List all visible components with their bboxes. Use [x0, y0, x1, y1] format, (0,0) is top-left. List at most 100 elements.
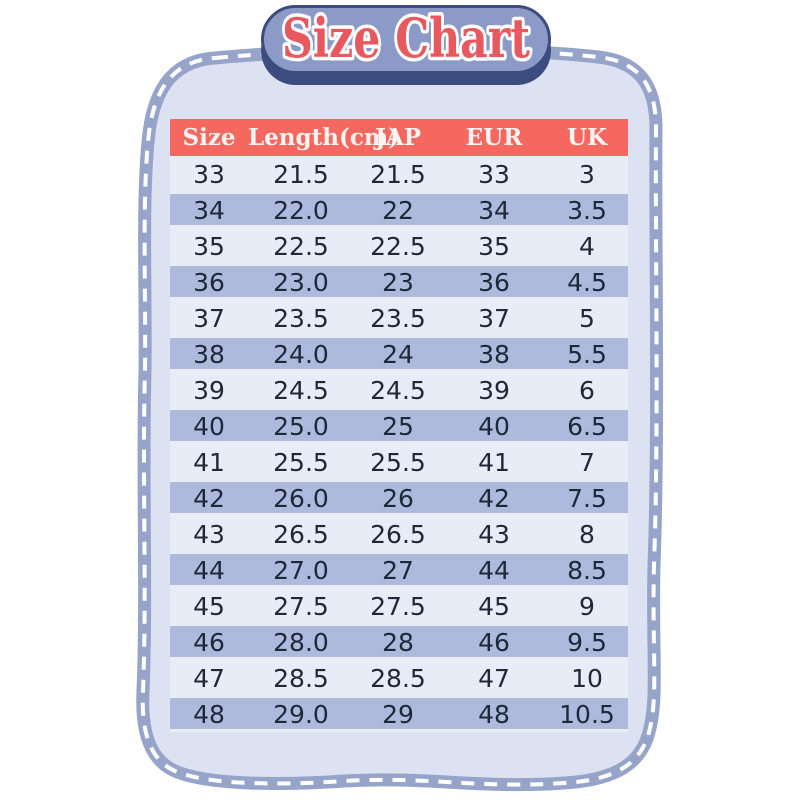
- table-cell: 25.5: [273, 447, 329, 477]
- table-cell: 27.5: [273, 591, 329, 621]
- table-cell: 33: [193, 159, 225, 189]
- table-cell: 38: [193, 339, 225, 369]
- table-header-cell: UK: [566, 124, 608, 151]
- table-cell: 10: [571, 663, 603, 693]
- table-header-cell: Length(cm): [248, 124, 400, 151]
- table-row: 39 24.5 24.5 39 6: [170, 372, 628, 408]
- table-cell: 26.0: [273, 483, 329, 513]
- table-cell: 22.0: [273, 195, 329, 225]
- table-cell: 7.5: [567, 483, 607, 513]
- table-cell: 6: [579, 375, 595, 405]
- table-cell: 5: [579, 303, 595, 333]
- table-cell: 7: [579, 447, 595, 477]
- table-cell: 25.0: [273, 411, 329, 441]
- table-cell: 8: [579, 519, 595, 549]
- table-cell: 35: [193, 231, 225, 261]
- table-cell: 23.5: [273, 303, 329, 333]
- table-header-row: Size Length(cm) JAP EUR UK: [170, 119, 628, 156]
- table-cell: 27.5: [370, 591, 426, 621]
- table-cell: 43: [193, 519, 225, 549]
- table-cell: 28.0: [273, 627, 329, 657]
- table-header-cell: JAP: [374, 124, 422, 151]
- table-cell: 39: [478, 375, 510, 405]
- table-cell: 48: [478, 699, 510, 729]
- table-cell: 6.5: [567, 411, 607, 441]
- table-cell: 24.0: [273, 339, 329, 369]
- table-cell: 8.5: [567, 555, 607, 585]
- table-cell: 24: [382, 339, 414, 369]
- table-cell: 43: [478, 519, 510, 549]
- table-cell: 42: [193, 483, 225, 513]
- table-row: 46 28.0 28 46 9.5: [170, 624, 628, 660]
- table-cell: 28.5: [273, 663, 329, 693]
- table-cell: 40: [478, 411, 510, 441]
- table-header-cell: Size: [182, 124, 236, 151]
- table-row: 40 25.0 25 40 6.5: [170, 408, 628, 444]
- title-banner-art: Size Chart: [279, 9, 534, 71]
- table-cell: 37: [478, 303, 510, 333]
- table-row: 38 24.0 24 38 5.5: [170, 336, 628, 372]
- table-cell: 46: [193, 627, 225, 657]
- table-cell: 47: [478, 663, 510, 693]
- table-cell: 27.0: [273, 555, 329, 585]
- table-cell: 21.5: [370, 159, 426, 189]
- table-row: 34 22.0 22 34 3.5: [170, 192, 628, 228]
- table-row: 47 28.5 28.5 47 10: [170, 660, 628, 696]
- table-row: 36 23.0 23 36 4.5: [170, 264, 628, 300]
- table-cell: 10.5: [559, 699, 615, 729]
- table-cell: 4: [579, 231, 595, 261]
- table-cell: 3: [579, 159, 595, 189]
- table-cell: 44: [193, 555, 225, 585]
- table-cell: 41: [193, 447, 225, 477]
- table-cell: 23: [382, 267, 414, 297]
- table-cell: 3.5: [567, 195, 607, 225]
- table-cell: 45: [193, 591, 225, 621]
- table-cell: 26: [382, 483, 414, 513]
- table-cell: 33: [478, 159, 510, 189]
- table-body: 33 21.5 21.5 33 3 34 22.0 22 34 3.5 35 22.5 22.5 35 4 3…: [170, 156, 628, 732]
- panel-dashed-border: [140, 47, 659, 787]
- table-row: 48 29.0 29 48 10.5: [170, 696, 628, 732]
- table-cell: 29.0: [273, 699, 329, 729]
- table-cell: 25: [382, 411, 414, 441]
- table-cell: 48: [193, 699, 225, 729]
- table-cell: 24.5: [273, 375, 329, 405]
- table-row: 45 27.5 27.5 45 9: [170, 588, 628, 624]
- table-cell: 47: [193, 663, 225, 693]
- page-title: Size Chart: [282, 9, 530, 70]
- table-cell: 34: [193, 195, 225, 225]
- table-cell: 35: [478, 231, 510, 261]
- table-cell: 39: [193, 375, 225, 405]
- table-cell: 45: [478, 591, 510, 621]
- table-cell: 22.5: [370, 231, 426, 261]
- table-row: 41 25.5 25.5 41 7: [170, 444, 628, 480]
- table-cell: 28: [382, 627, 414, 657]
- table-cell: 26.5: [370, 519, 426, 549]
- table-cell: 38: [478, 339, 510, 369]
- table-cell: 28.5: [370, 663, 426, 693]
- table-cell: 26.5: [273, 519, 329, 549]
- table-cell: 22.5: [273, 231, 329, 261]
- table-cell: 42: [478, 483, 510, 513]
- table-cell: 27: [382, 555, 414, 585]
- table-cell: 21.5: [273, 159, 329, 189]
- table-cell: 36: [478, 267, 510, 297]
- table-row: 37 23.5 23.5 37 5: [170, 300, 628, 336]
- table-cell: 40: [193, 411, 225, 441]
- table-cell: 25.5: [370, 447, 426, 477]
- table-cell: 44: [478, 555, 510, 585]
- size-table: Size Length(cm) JAP EUR UK 33 21.5 21.5 33 3…: [170, 119, 628, 732]
- table-cell: 37: [193, 303, 225, 333]
- table-cell: 41: [478, 447, 510, 477]
- title-banner: Size Chart: [261, 5, 551, 74]
- table-row: 35 22.5 22.5 35 4: [170, 228, 628, 264]
- table-row: 44 27.0 27 44 8.5: [170, 552, 628, 588]
- table-row: 33 21.5 21.5 33 3: [170, 156, 628, 192]
- table-cell: 9.5: [567, 627, 607, 657]
- table-cell: 24.5: [370, 375, 426, 405]
- table-cell: 29: [382, 699, 414, 729]
- table-row: 42 26.0 26 42 7.5: [170, 480, 628, 516]
- table-cell: 5.5: [567, 339, 607, 369]
- table-cell: 34: [478, 195, 510, 225]
